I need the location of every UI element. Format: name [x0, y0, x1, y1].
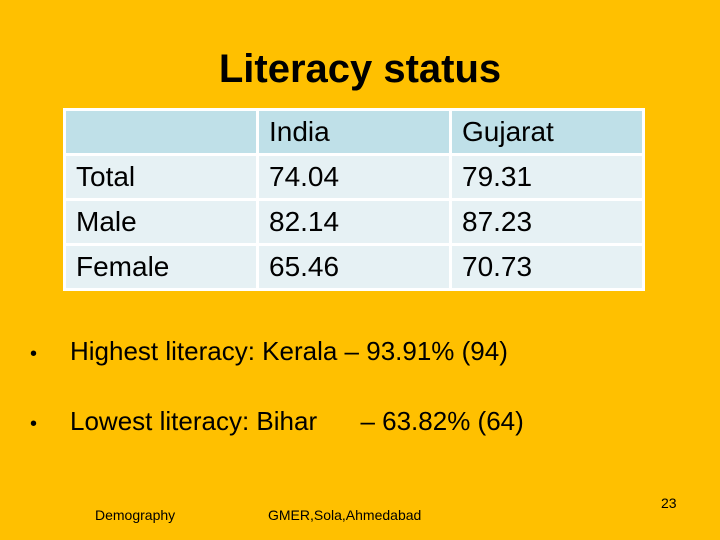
- table-cell: 74.04: [256, 153, 452, 201]
- table-cell: Female: [63, 243, 259, 291]
- table-row: Male 82.14 87.23: [63, 198, 645, 246]
- table-header-cell: Gujarat: [449, 108, 645, 156]
- bullet-item: • Lowest literacy: Bihar – 63.82% (64): [30, 406, 524, 437]
- table-cell: 70.73: [449, 243, 645, 291]
- footer-center-text: GMER,Sola,Ahmedabad: [268, 507, 422, 523]
- table-cell: Male: [63, 198, 259, 246]
- literacy-table: India Gujarat Total 74.04 79.31 Male 82.…: [63, 108, 645, 291]
- table-row: Female 65.46 70.73: [63, 243, 645, 291]
- footer-left-text: Demography: [95, 507, 176, 523]
- page-number: 23: [661, 495, 677, 511]
- table-cell: 79.31: [449, 153, 645, 201]
- table-header-cell: India: [256, 108, 452, 156]
- table-cell: 82.14: [256, 198, 452, 246]
- bullet-item: • Highest literacy: Kerala – 93.91% (94): [30, 336, 508, 367]
- slide-title: Literacy status: [218, 47, 502, 91]
- bullet-dot-icon: •: [30, 413, 38, 435]
- bullet-dot-icon: •: [30, 343, 38, 365]
- table-row: Total 74.04 79.31: [63, 153, 645, 201]
- bullet-text: Lowest literacy: Bihar – 63.82% (64): [70, 406, 524, 436]
- table-cell: 65.46: [256, 243, 452, 291]
- table-cell: Total: [63, 153, 259, 201]
- bullet-text: Highest literacy: Kerala – 93.91% (94): [70, 336, 508, 366]
- table-header-cell: [63, 108, 259, 156]
- table-cell: 87.23: [449, 198, 645, 246]
- table-header-row: India Gujarat: [63, 108, 645, 156]
